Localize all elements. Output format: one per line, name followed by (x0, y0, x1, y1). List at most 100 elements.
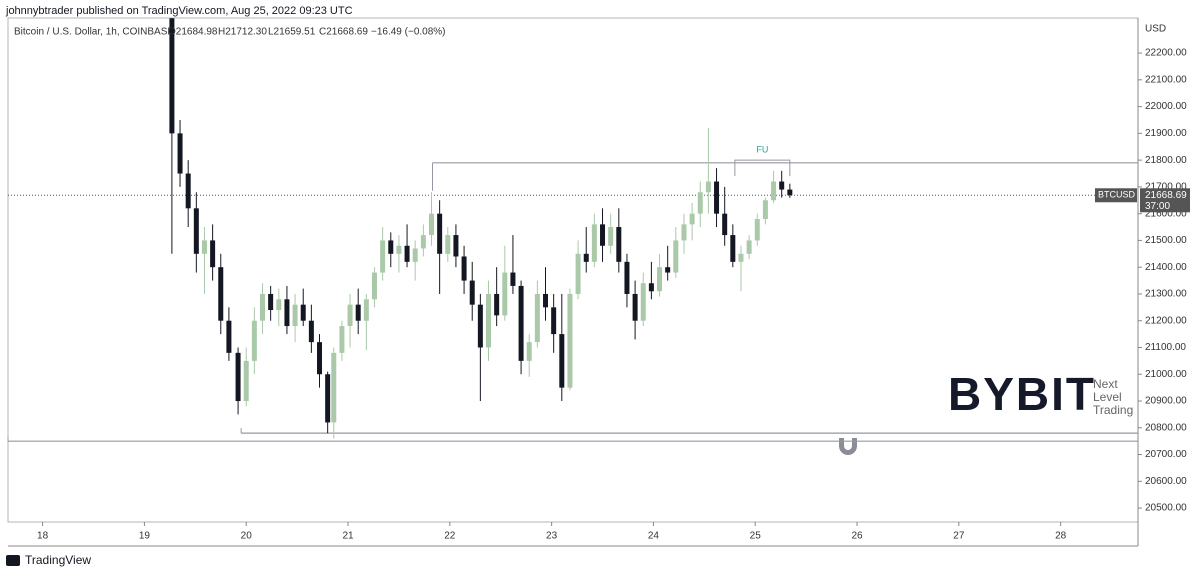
candle-body (551, 307, 557, 335)
x-tick-label: 20 (241, 531, 253, 542)
candle-body (705, 181, 711, 193)
x-tick-label: 26 (851, 531, 863, 542)
x-tick-label: 25 (750, 531, 762, 542)
candle-body (616, 227, 622, 262)
logo-brand: BYBIT (948, 368, 1096, 420)
candle-body (251, 320, 257, 361)
candle-body (697, 192, 703, 214)
ohlc-legend: C21668.69 (319, 27, 368, 38)
candle-body (185, 173, 191, 209)
price-badge (1140, 188, 1190, 213)
candle-body (648, 283, 654, 292)
y-tick-label: 21000.00 (1145, 369, 1187, 380)
candle-body (193, 208, 199, 254)
candle-body (437, 213, 443, 254)
candle-body (218, 267, 224, 321)
x-tick-label: 23 (546, 531, 558, 542)
candle-body (355, 304, 361, 321)
candle-body (371, 272, 377, 300)
candle-body (331, 352, 337, 423)
candle-body (412, 248, 418, 262)
ohlc-legend: L21659.51 (268, 27, 316, 38)
candle-body (380, 240, 386, 273)
x-tick-label: 24 (648, 531, 660, 542)
y-tick-label: 21200.00 (1145, 315, 1187, 326)
y-tick-label: 20600.00 (1145, 476, 1187, 487)
candle-body (363, 299, 369, 321)
candle-body (591, 224, 597, 262)
candle-body (502, 272, 508, 316)
y-tick-label: 20500.00 (1145, 503, 1187, 514)
y-tick-label: 20800.00 (1145, 422, 1187, 433)
candle-body (779, 181, 785, 190)
y-tick-label: 21400.00 (1145, 262, 1187, 273)
y-tick-label: 21900.00 (1145, 128, 1187, 139)
tv-logo (6, 555, 20, 566)
y-tick-label: 20700.00 (1145, 449, 1187, 460)
candle-body (689, 213, 695, 225)
candle-body (543, 293, 549, 308)
candle-body (534, 293, 540, 343)
candle-body (284, 299, 290, 327)
candle-body (762, 200, 768, 220)
price-badge-text: 21668.69 (1145, 190, 1187, 201)
candle-body (567, 293, 573, 388)
ohlc-legend: H21712.30 (218, 27, 267, 38)
candle-body (754, 219, 760, 241)
y-tick-label: 22200.00 (1145, 48, 1187, 59)
y-tick-label: 21600.00 (1145, 208, 1187, 219)
symbol-line: Bitcoin / U.S. Dollar, 1h, COINBASE (14, 27, 174, 38)
candle-body (226, 320, 232, 353)
x-tick-label: 28 (1055, 531, 1067, 542)
candle-body (404, 245, 410, 262)
candle-body (665, 267, 671, 273)
candle-body (243, 360, 249, 402)
symbol-badge (1095, 188, 1137, 203)
candle-body (624, 261, 630, 294)
candle-body (722, 213, 728, 236)
candle-body (600, 224, 606, 246)
candle-body (177, 133, 183, 174)
candle-body (292, 304, 298, 327)
x-tick-label: 18 (37, 531, 49, 542)
y-tick-label: 21300.00 (1145, 289, 1187, 300)
annotation-text: FU (756, 145, 768, 155)
candle-body (260, 293, 266, 321)
candle-body (453, 235, 459, 257)
candle-body (738, 253, 744, 262)
y-tick-label: 21800.00 (1145, 155, 1187, 166)
candle-body (583, 253, 589, 262)
candle-body (276, 299, 282, 311)
candle-body (518, 285, 524, 361)
candle-body (787, 189, 793, 196)
candle-body (632, 293, 638, 321)
candle-body (428, 213, 434, 236)
footer: TradingView (25, 553, 91, 567)
candle-body (300, 304, 306, 321)
candle-body (469, 280, 475, 305)
y-tick-label: 22000.00 (1145, 101, 1187, 112)
ohlc-legend: O21684.98 (168, 27, 218, 38)
candle-body (445, 235, 451, 254)
candle-body (308, 320, 314, 343)
candle-body (268, 293, 274, 311)
candle-body (640, 283, 646, 321)
candle-body (396, 245, 402, 254)
plot-frame (7, 17, 1139, 523)
candle-body (510, 272, 516, 286)
symbol-badge-text: BTCUSD (1098, 190, 1136, 200)
logo-tagline: Next (1093, 377, 1118, 391)
y-tick-label: 22100.00 (1145, 74, 1187, 85)
candle-body (169, 18, 175, 134)
candle-body (494, 293, 500, 316)
candle-body (526, 342, 532, 361)
candle-body (461, 256, 467, 281)
x-tick-label: 21 (342, 531, 354, 542)
candle-body (673, 240, 679, 273)
y-tick-label: 20900.00 (1145, 396, 1187, 407)
publisher-line: johnnybtrader published on TradingView.c… (5, 5, 353, 17)
candle-body (210, 240, 216, 268)
currency: USD (1145, 24, 1166, 35)
candle-body (559, 334, 565, 388)
x-tick-label: 19 (139, 531, 151, 542)
